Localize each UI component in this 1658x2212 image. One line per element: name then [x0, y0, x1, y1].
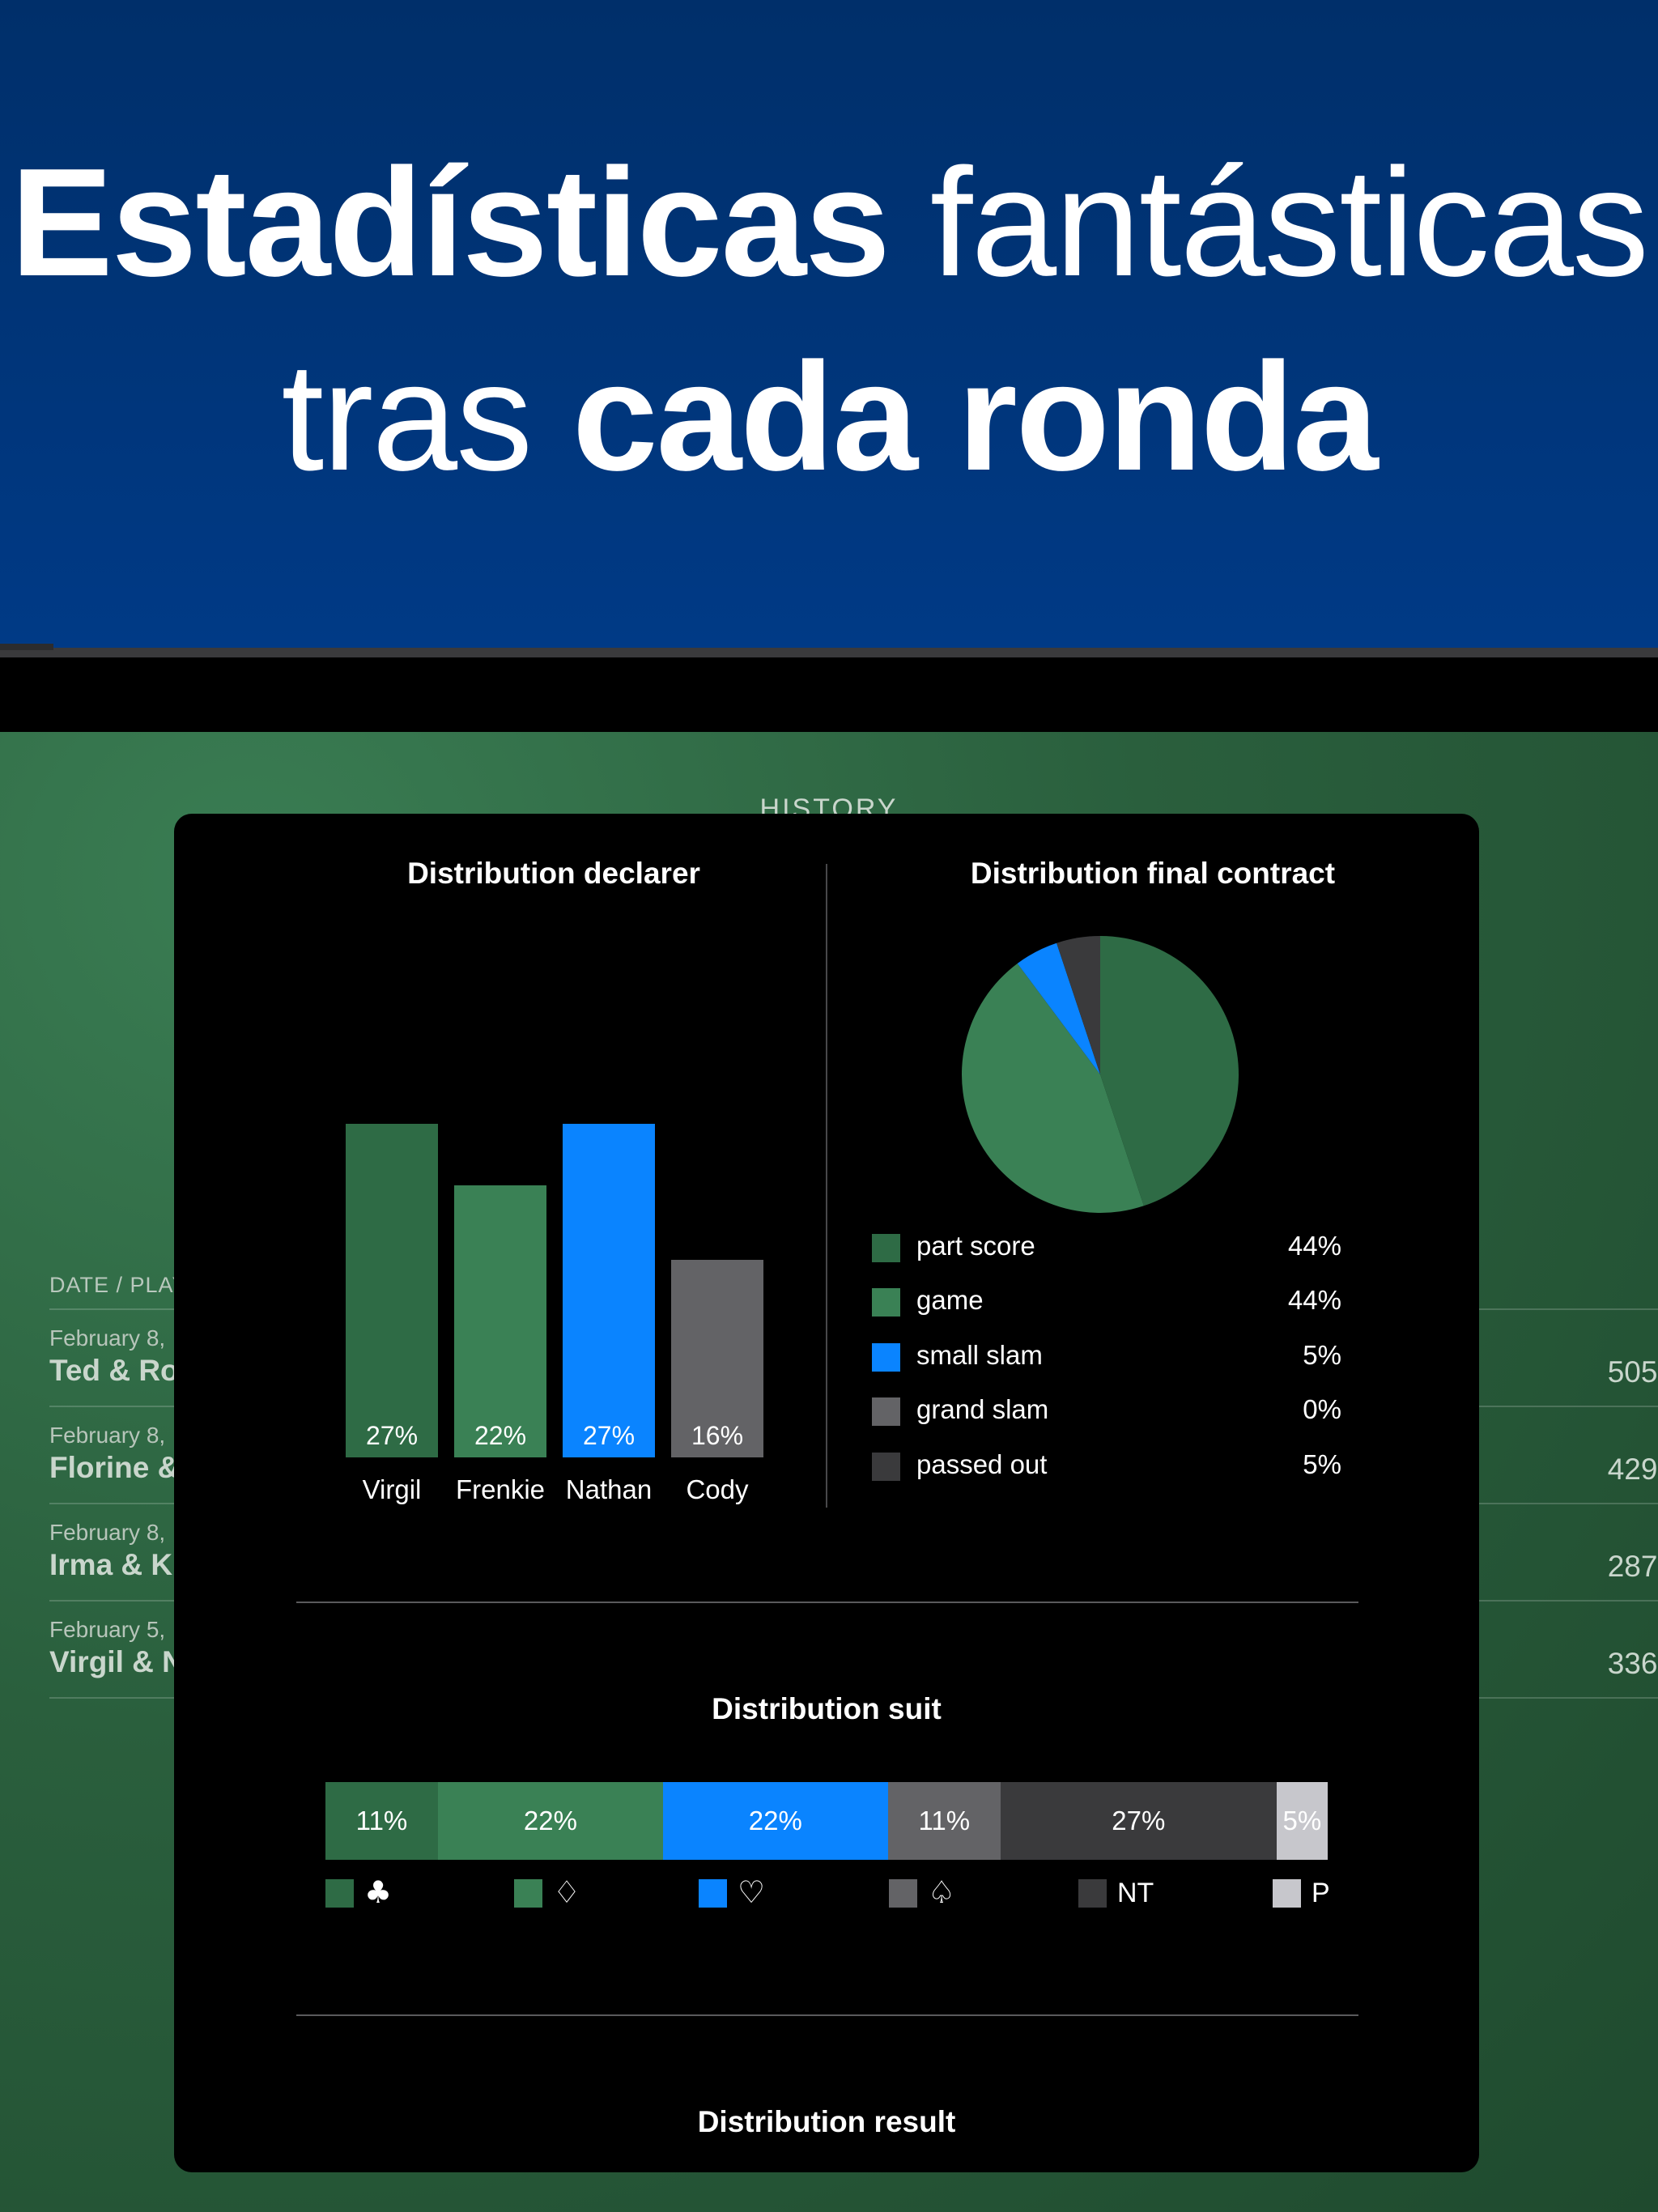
column-divider — [826, 864, 827, 1508]
declarer-bar: 27% — [563, 1124, 655, 1457]
declarer-bar-label: Frenkie — [455, 1474, 546, 1504]
declarer-chart-title: Distribution declarer — [407, 857, 700, 890]
legend-percent: 44% — [1287, 1231, 1341, 1261]
row-score: 5050 — [1607, 1355, 1658, 1389]
section-divider — [296, 2014, 1358, 2016]
row-date: February 8, — [49, 1423, 166, 1448]
declarer-bar-value: 27% — [365, 1421, 419, 1450]
declarer-bar-value: 27% — [582, 1421, 636, 1450]
legend-label: game — [916, 1285, 984, 1315]
legend-swatch — [872, 1288, 900, 1317]
diamonds-icon: ♢ — [553, 1874, 581, 1910]
declarer-bar-label: Nathan — [565, 1474, 653, 1504]
result-chart-title: Distribution result — [697, 2105, 956, 2138]
declarer-bar: 27% — [346, 1124, 438, 1457]
row-date: February 5, — [49, 1617, 166, 1642]
suit-label: NT — [1117, 1878, 1154, 1908]
legend-swatch — [325, 1879, 354, 1908]
headline-light-word-2: tras — [281, 331, 533, 503]
legend-percent: 44% — [1287, 1285, 1341, 1315]
hearts-icon: ♡ — [738, 1874, 766, 1910]
row-players: Irma & K — [49, 1548, 173, 1581]
row-date: February 8, — [49, 1520, 166, 1545]
suit-segment: 27% — [1000, 1782, 1277, 1860]
headline-bold-word: Estadísticas — [11, 137, 891, 308]
separator-mark — [0, 644, 53, 650]
suit-segment-value: 11% — [918, 1806, 971, 1836]
suit-segment-value: 27% — [1112, 1806, 1166, 1836]
legend-percent: 5% — [1303, 1449, 1341, 1479]
declarer-bar: 16% — [671, 1259, 763, 1457]
legend-swatch — [699, 1879, 727, 1908]
declarer-bar-label: Cody — [686, 1474, 749, 1504]
list-header: DATE / PLAY — [49, 1273, 188, 1297]
suit-chart-title: Distribution suit — [712, 1692, 942, 1725]
suit-segment-value: 22% — [748, 1806, 802, 1836]
suit-segment: 11% — [325, 1782, 438, 1860]
row-players: Florine & — [49, 1451, 180, 1484]
declarer-bar: 22% — [454, 1185, 546, 1457]
suit-segment: 22% — [662, 1782, 888, 1860]
legend-percent: 5% — [1303, 1340, 1341, 1370]
legend-row: grand slam 0% — [872, 1394, 1341, 1427]
legend-swatch — [872, 1343, 900, 1372]
suit-stacked-bar: 11% 22% 22% 11% 27% 5% — [325, 1782, 1328, 1860]
suit-segment-value: 5% — [1282, 1806, 1322, 1836]
pie-slice-part-score — [1100, 936, 1239, 1206]
contract-pie-chart — [962, 936, 1239, 1213]
legend-row: part score 44% — [872, 1231, 1341, 1263]
device-separator — [0, 648, 1658, 657]
row-players: Ted & Ro — [49, 1354, 179, 1387]
clubs-icon: ♣ — [364, 1874, 393, 1910]
legend-swatch — [872, 1453, 900, 1481]
legend-swatch — [1078, 1879, 1107, 1908]
pie-slice-passed-out — [1056, 936, 1100, 1074]
legend-swatch — [514, 1879, 542, 1908]
legend-row: small slam 5% — [872, 1340, 1341, 1372]
legend-swatch — [872, 1397, 900, 1426]
headline-line-2: tras cada ronda — [0, 328, 1658, 506]
statistics-modal[interactable]: Distribution declarer Distribution final… — [174, 814, 1479, 2172]
headline-bold-words-2: cada ronda — [572, 331, 1379, 503]
spades-icon: ♤ — [928, 1874, 956, 1910]
pie-slice-small-slam — [1017, 942, 1100, 1074]
suit-segment: 22% — [437, 1782, 663, 1860]
legend-row: game 44% — [872, 1285, 1341, 1317]
suit-segment-value: 11% — [355, 1806, 408, 1836]
legend-row: passed out 5% — [872, 1449, 1341, 1482]
legend-label: passed out — [916, 1449, 1048, 1479]
pie-slice-game — [962, 963, 1144, 1213]
row-score: 3360 — [1607, 1647, 1658, 1680]
headline-light-word: fantásticas — [929, 137, 1649, 308]
row-score: 4290 — [1607, 1453, 1658, 1486]
declarer-bar-value: 16% — [691, 1420, 744, 1450]
row-score: 2870 — [1607, 1550, 1658, 1583]
headline-line-1: Estadísticas fantásticas — [0, 134, 1658, 312]
legend-swatch — [889, 1879, 917, 1908]
legend-label: grand slam — [916, 1394, 1049, 1424]
legend-label: part score — [916, 1231, 1035, 1261]
suit-label: P — [1312, 1878, 1330, 1908]
legend-swatch — [872, 1234, 900, 1262]
promo-banner: Estadísticas fantásticas tras cada ronda — [0, 0, 1658, 648]
suit-segment: 11% — [887, 1782, 1001, 1860]
status-bar-area — [0, 657, 1658, 732]
legend-label: small slam — [916, 1340, 1043, 1370]
row-players: Virgil & N — [49, 1645, 184, 1678]
section-divider — [296, 1602, 1358, 1603]
legend-percent: 0% — [1303, 1394, 1341, 1424]
suit-segment-value: 22% — [523, 1806, 577, 1836]
contract-chart-title: Distribution final contract — [970, 857, 1336, 890]
legend-swatch — [1273, 1879, 1301, 1908]
row-date: February 8, — [49, 1325, 166, 1351]
declarer-bar-value: 22% — [474, 1420, 527, 1450]
declarer-bar-label: Virgil — [362, 1474, 422, 1504]
suit-segment: 5% — [1276, 1782, 1328, 1860]
